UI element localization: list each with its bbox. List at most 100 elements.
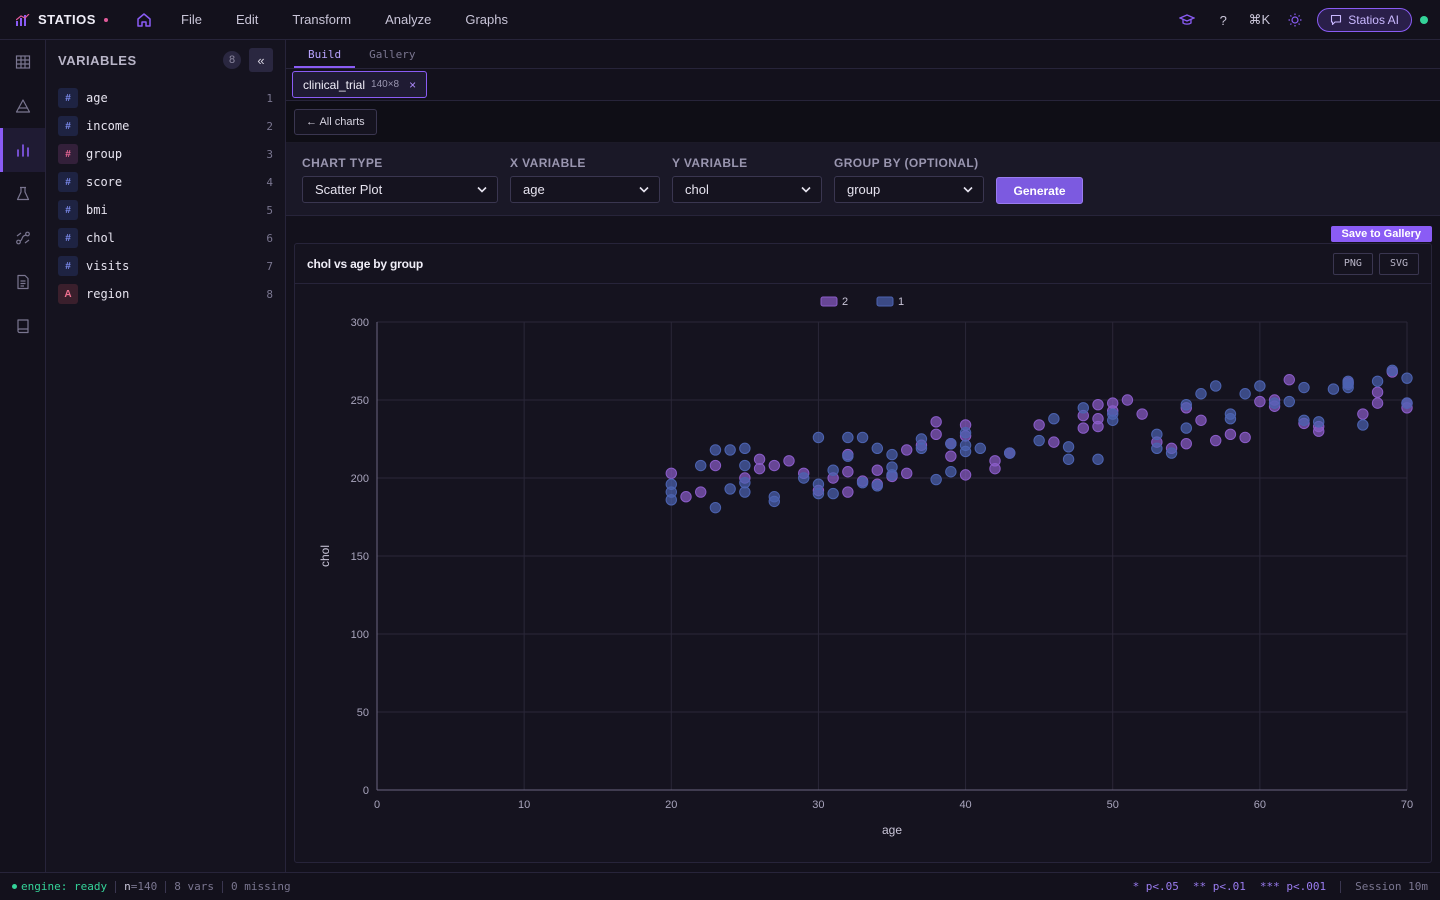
- statios-ai-label: Statios AI: [1348, 13, 1399, 27]
- y-variable-select[interactable]: chol: [672, 176, 822, 203]
- variable-row-chol[interactable]: # chol 6: [46, 224, 285, 252]
- variable-row-income[interactable]: # income 2: [46, 112, 285, 140]
- data-point: [959, 427, 972, 439]
- data-point: [1254, 380, 1266, 392]
- data-point: [1298, 414, 1310, 426]
- chart-type-select[interactable]: Scatter Plot: [302, 176, 498, 203]
- top-right-controls: ? ⌘K Statios AI: [1169, 0, 1440, 40]
- y-tick-label: 50: [357, 707, 369, 719]
- data-point: [842, 486, 854, 498]
- generate-button[interactable]: Generate: [996, 177, 1083, 204]
- left-rail: [0, 40, 46, 872]
- rail-notebook[interactable]: [0, 304, 45, 348]
- data-point: [1313, 425, 1325, 437]
- variable-row-group[interactable]: # group 3: [46, 140, 285, 168]
- data-point: [842, 450, 854, 462]
- export-svg-button[interactable]: SVG: [1378, 252, 1419, 275]
- rail-data-view[interactable]: [0, 40, 45, 84]
- data-point: [871, 480, 883, 492]
- variables-count: 8 vars: [174, 880, 214, 893]
- home-button[interactable]: [124, 12, 164, 28]
- export-png-button[interactable]: PNG: [1332, 252, 1373, 275]
- data-point: [886, 469, 898, 481]
- dataset-name: clinical_trial: [303, 77, 366, 92]
- chevron-down-icon: [801, 186, 811, 193]
- save-to-gallery-button[interactable]: Save to Gallery: [1330, 226, 1432, 242]
- close-dataset-icon[interactable]: ×: [409, 77, 417, 92]
- group-by-select[interactable]: group: [834, 176, 984, 203]
- chart-card-header: chol vs age by group PNG SVG: [295, 244, 1431, 284]
- x-tick-label: 40: [959, 799, 971, 811]
- table-icon: [15, 55, 30, 69]
- tab-build[interactable]: Build: [294, 48, 356, 68]
- main-area: Build Gallery clinical_trial 140×8 × ← A…: [286, 40, 1440, 872]
- variable-row-region[interactable]: A region 8: [46, 280, 285, 308]
- missing-count: 0 missing: [230, 880, 291, 893]
- collapse-panel-button[interactable]: «: [249, 48, 273, 72]
- menu-transform[interactable]: Transform: [292, 12, 352, 27]
- learn-button[interactable]: [1169, 13, 1205, 27]
- data-point: [886, 448, 898, 461]
- status-divider: [165, 880, 167, 893]
- data-point: [1092, 453, 1104, 465]
- menu-analyze[interactable]: Analyze: [385, 12, 432, 27]
- data-point: [1268, 397, 1281, 409]
- command-palette-button[interactable]: ⌘K: [1248, 12, 1271, 27]
- theme-toggle-button[interactable]: [1277, 13, 1313, 27]
- variables-header: VARIABLES 8 «: [46, 40, 285, 80]
- tab-gallery[interactable]: Gallery: [369, 48, 416, 61]
- x-variable-select[interactable]: age: [510, 176, 660, 203]
- data-point: [842, 466, 854, 478]
- rail-tests[interactable]: [0, 172, 45, 216]
- data-point: [989, 455, 1001, 467]
- chevron-down-icon: [477, 186, 487, 193]
- rail-charts[interactable]: [0, 128, 45, 172]
- data-point: [1077, 402, 1089, 414]
- rail-reports[interactable]: [0, 260, 45, 304]
- app-logo[interactable]: STATIOS: [0, 12, 124, 27]
- statios-ai-button[interactable]: Statios AI: [1317, 8, 1412, 32]
- data-point: [1121, 394, 1134, 406]
- variable-row-bmi[interactable]: # bmi 5: [46, 196, 285, 224]
- data-point: [709, 459, 722, 472]
- menu-edit[interactable]: Edit: [235, 12, 259, 27]
- y-tick-label: 100: [351, 629, 369, 641]
- data-point: [1371, 375, 1384, 387]
- variable-row-visits[interactable]: # visits 7: [46, 252, 285, 280]
- data-point: [1077, 422, 1089, 434]
- numeric-type-icon: #: [58, 228, 78, 248]
- chart-type-control: CHART TYPE Scatter Plot: [302, 156, 498, 215]
- data-point: [1239, 431, 1251, 444]
- data-point: [915, 433, 928, 445]
- help-button[interactable]: ?: [1219, 12, 1227, 28]
- app-name: STATIOS: [38, 12, 96, 27]
- data-point: [871, 464, 883, 476]
- variable-row-score[interactable]: # score 4: [46, 168, 285, 196]
- data-point: [1386, 364, 1398, 377]
- data-point: [1180, 437, 1192, 450]
- data-point: [783, 455, 795, 467]
- string-type-icon: A: [58, 284, 78, 304]
- dataset-tab[interactable]: clinical_trial 140×8 ×: [292, 71, 428, 98]
- bar-chart-icon: [16, 144, 29, 157]
- menu-file[interactable]: File: [181, 12, 202, 27]
- data-point: [724, 483, 736, 495]
- variable-index: 6: [266, 231, 273, 245]
- engine-status: engine: ready: [12, 880, 107, 893]
- data-point: [812, 431, 825, 444]
- variable-row-age[interactable]: # age 1: [46, 84, 285, 112]
- all-charts-button[interactable]: ← All charts: [294, 108, 377, 135]
- data-point: [1107, 397, 1119, 409]
- status-divider: [221, 880, 223, 893]
- regression-icon: [15, 231, 30, 245]
- rail-regression[interactable]: [0, 216, 45, 260]
- y-variable-label: Y VARIABLE: [672, 156, 748, 170]
- variable-index: 8: [266, 287, 273, 301]
- significance-legend-01: ** p<.01: [1192, 880, 1246, 893]
- chat-bubble-icon: [1331, 14, 1342, 26]
- data-point: [1136, 408, 1148, 420]
- menu-graphs[interactable]: Graphs: [465, 12, 508, 27]
- x-variable-label: X VARIABLE: [510, 156, 586, 170]
- rail-distributions[interactable]: [0, 84, 45, 128]
- data-point: [1092, 398, 1104, 411]
